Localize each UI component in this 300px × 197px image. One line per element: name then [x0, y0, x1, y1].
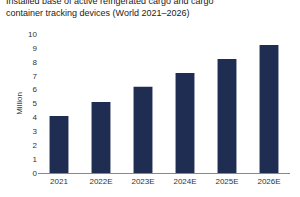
svg-text:5: 5 — [33, 99, 38, 108]
svg-text:2024E: 2024E — [173, 177, 196, 186]
svg-text:2025E: 2025E — [215, 177, 238, 186]
svg-text:3: 3 — [33, 127, 38, 136]
svg-text:4: 4 — [33, 113, 38, 122]
svg-text:0: 0 — [33, 169, 38, 178]
svg-text:1: 1 — [33, 155, 38, 164]
svg-text:8: 8 — [33, 58, 38, 67]
svg-text:2021: 2021 — [50, 177, 68, 186]
svg-text:2023E: 2023E — [131, 177, 154, 186]
svg-text:Installed base of active refri: Installed base of active refrigerated ca… — [6, 0, 214, 18]
svg-text:9: 9 — [33, 44, 38, 53]
svg-text:2026E: 2026E — [257, 177, 280, 186]
svg-text:6: 6 — [33, 85, 38, 94]
svg-text:2: 2 — [33, 141, 38, 150]
svg-text:Million: Million — [15, 92, 24, 115]
svg-text:2022E: 2022E — [89, 177, 112, 186]
svg-text:10: 10 — [28, 30, 37, 39]
svg-text:7: 7 — [33, 72, 38, 81]
